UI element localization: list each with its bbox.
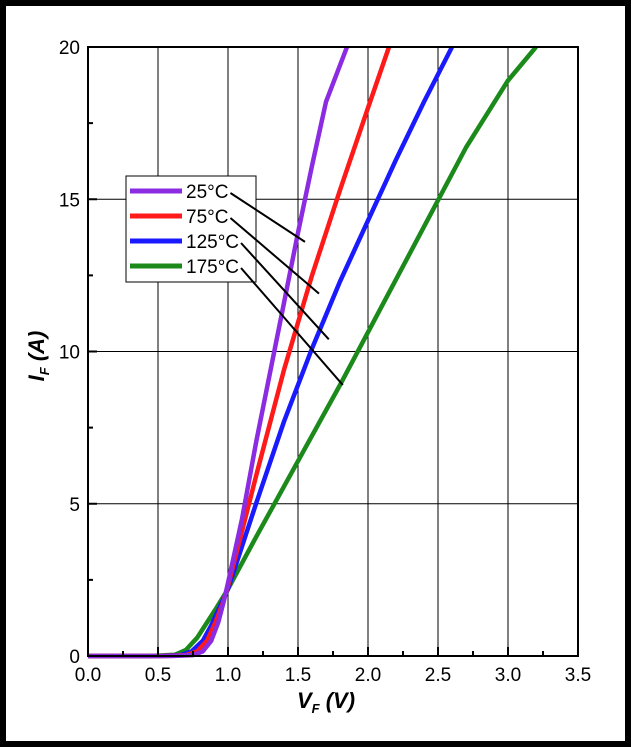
annotation-line [229,217,320,295]
x-tick-label: 0.5 [145,665,171,686]
x-tick-label: 1.0 [215,665,241,686]
x-axis-label-main: V [297,688,314,713]
x-tick-label: 1.5 [285,665,311,686]
x-axis-label-unit: (V) [320,688,355,713]
legend-label: 175°C [186,257,239,278]
y-axis-label-unit: (A) [24,331,49,368]
annotation-line [240,267,344,386]
y-tick-label: 15 [59,190,80,211]
axis-ticks [87,46,579,657]
series-line-175c [88,45,538,659]
x-tick-label: 2.0 [355,665,381,686]
y-tick-label: 20 [59,38,80,59]
y-tick-label: 5 [69,495,80,516]
annotation-line [240,242,330,340]
legend-label: 125°C [186,232,239,253]
y-tick-label: 10 [59,343,80,364]
series-line-25c [88,46,350,659]
y-axis-label-main: I [24,374,49,381]
x-tick-label: 3.5 [565,665,591,686]
x-axis-label-sub: F [312,701,321,716]
x-tick-labels: 0.0 0.5 1.0 1.5 2.0 2.5 3.0 3.5 [75,665,591,686]
y-tick-labels: 0 5 10 15 20 [59,38,80,668]
legend: 25°C 75°C 125°C 175°C [125,175,257,283]
series-lines [88,45,538,659]
legend-annotation-lines [229,192,344,386]
x-tick-label: 3.0 [495,665,521,686]
grid-lines [88,47,578,656]
y-axis-label: IF (A) [24,331,52,382]
legend-label: 25°C [186,182,228,203]
annotation-line [229,192,306,243]
y-tick-label: 0 [69,647,80,668]
x-tick-label: 2.5 [425,665,451,686]
x-axis-label: VF (V) [297,688,355,716]
y-axis-label-sub: F [37,366,52,375]
forward-characteristic-chart: 0.0 0.5 1.0 1.5 2.0 2.5 3.0 3.5 0 5 10 15 20 25°C 75… [24,38,591,716]
x-tick-label: 0.0 [75,665,101,686]
legend-label: 75°C [186,207,228,228]
